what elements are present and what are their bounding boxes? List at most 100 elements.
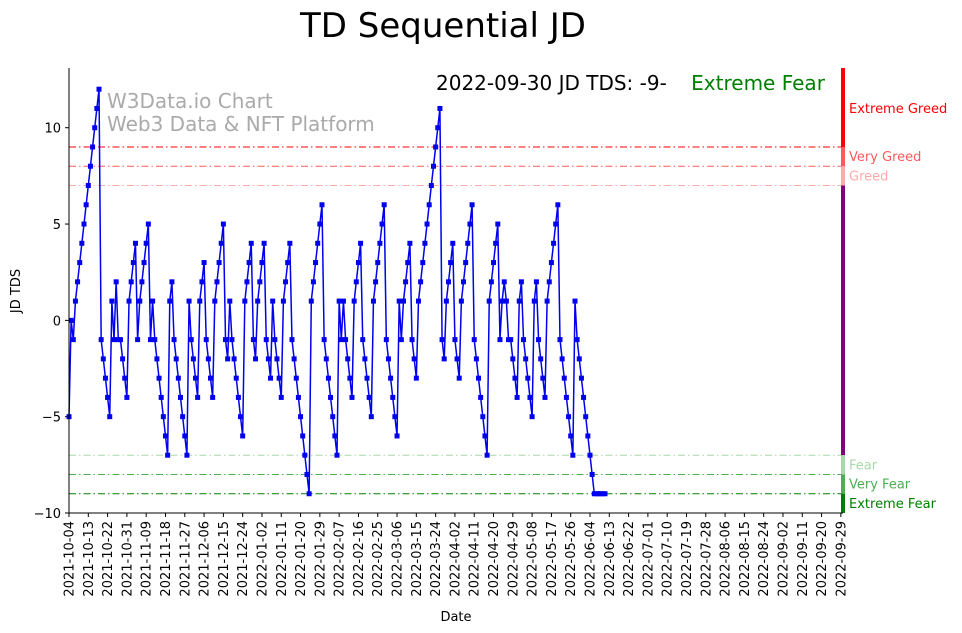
- x-tick-label: 2022-06-13: [603, 521, 618, 597]
- data-point: [276, 375, 282, 381]
- data-point: [214, 279, 220, 285]
- data-point: [563, 394, 569, 400]
- data-point: [113, 279, 119, 285]
- data-point: [413, 375, 419, 381]
- data-point: [355, 260, 361, 266]
- data-point: [542, 394, 548, 400]
- data-point: [439, 337, 445, 343]
- y-axis-label: JD TDS: [9, 269, 24, 314]
- data-point: [315, 240, 321, 246]
- sentiment-label: Very Greed: [849, 150, 921, 165]
- y-tick-label: 0: [53, 314, 61, 329]
- data-point: [83, 202, 89, 208]
- data-point: [218, 240, 224, 246]
- x-tick-label: 2021-11-27: [178, 521, 193, 597]
- data-point: [220, 221, 226, 227]
- x-tick-label: 2022-01-11: [275, 521, 290, 597]
- x-tick-label: 2022-08-06: [719, 521, 734, 597]
- data-point: [441, 356, 447, 362]
- data-point: [242, 298, 248, 304]
- data-point: [514, 394, 520, 400]
- data-point: [518, 279, 524, 285]
- data-point: [495, 221, 501, 227]
- data-point: [197, 298, 203, 304]
- data-point: [544, 298, 550, 304]
- data-point: [186, 298, 192, 304]
- data-point: [169, 279, 175, 285]
- data-point: [240, 433, 246, 439]
- data-point: [244, 279, 250, 285]
- data-point: [338, 337, 344, 343]
- status-label: Extreme Fear: [691, 71, 826, 95]
- data-point: [278, 394, 284, 400]
- data-point: [435, 125, 441, 131]
- data-point: [557, 337, 563, 343]
- data-point: [478, 394, 484, 400]
- data-point: [587, 452, 593, 458]
- x-tick-label: 2022-06-22: [622, 521, 637, 597]
- data-point: [150, 298, 156, 304]
- data-point: [373, 279, 379, 285]
- data-point: [216, 260, 222, 266]
- x-tick-label: 2022-09-29: [834, 521, 849, 597]
- data-point: [461, 279, 467, 285]
- data-point: [223, 337, 229, 343]
- data-point: [360, 337, 366, 343]
- x-tick-label: 2022-04-02: [448, 521, 463, 597]
- data-point: [94, 105, 100, 111]
- x-tick-label: 2022-04-20: [487, 521, 502, 597]
- data-point: [152, 337, 158, 343]
- sentiment-label: Fear: [849, 458, 878, 473]
- data-point: [270, 298, 276, 304]
- data-point: [491, 260, 497, 266]
- data-point: [263, 337, 269, 343]
- x-tick-label: 2022-05-17: [545, 521, 560, 597]
- sentiment-labels: Extreme Greed Very Greed Greed Fear Very Fea…: [849, 102, 947, 512]
- data-point: [180, 414, 186, 420]
- data-point: [321, 337, 327, 343]
- sentiment-bar-segment: [841, 185, 845, 456]
- x-tick-label: 2022-08-15: [738, 521, 753, 597]
- x-tick-label: 2021-12-24: [236, 521, 251, 597]
- data-point: [409, 337, 415, 343]
- y-tick-label: −5: [42, 411, 61, 426]
- watermark: W3Data.io Chart Web3 Data & NFT Platform: [107, 89, 375, 136]
- data-point: [147, 337, 153, 343]
- data-point: [443, 298, 449, 304]
- data-point: [77, 260, 83, 266]
- data-point: [488, 279, 494, 285]
- data-point: [512, 375, 518, 381]
- data-point: [156, 375, 162, 381]
- y-axis-ticks: −10 −5 0 5 10: [34, 122, 69, 522]
- data-point: [574, 337, 580, 343]
- data-point: [160, 414, 166, 420]
- x-tick-label: 2021-10-31: [120, 521, 135, 597]
- sentiment-label: Extreme Greed: [849, 102, 947, 117]
- x-tick-label: 2022-05-26: [564, 521, 579, 597]
- sentiment-bar-segment: [841, 493, 845, 513]
- data-point: [265, 356, 271, 362]
- data-point: [465, 240, 471, 246]
- data-point: [274, 356, 280, 362]
- data-series: [66, 86, 608, 497]
- data-point: [96, 86, 102, 92]
- data-point: [126, 298, 132, 304]
- data-point: [330, 414, 336, 420]
- data-point: [165, 452, 171, 458]
- data-point: [568, 433, 574, 439]
- data-point: [392, 414, 398, 420]
- x-tick-label: 2021-10-04: [63, 521, 78, 597]
- watermark-line-2: Web3 Data & NFT Platform: [107, 112, 375, 136]
- data-point: [257, 279, 263, 285]
- data-point: [368, 414, 374, 420]
- data-point: [375, 260, 381, 266]
- data-point: [199, 279, 205, 285]
- data-point: [68, 317, 74, 323]
- data-point: [85, 183, 91, 189]
- data-point: [388, 375, 394, 381]
- data-point: [390, 394, 396, 400]
- data-point: [473, 356, 479, 362]
- data-point: [428, 183, 434, 189]
- data-point: [426, 202, 432, 208]
